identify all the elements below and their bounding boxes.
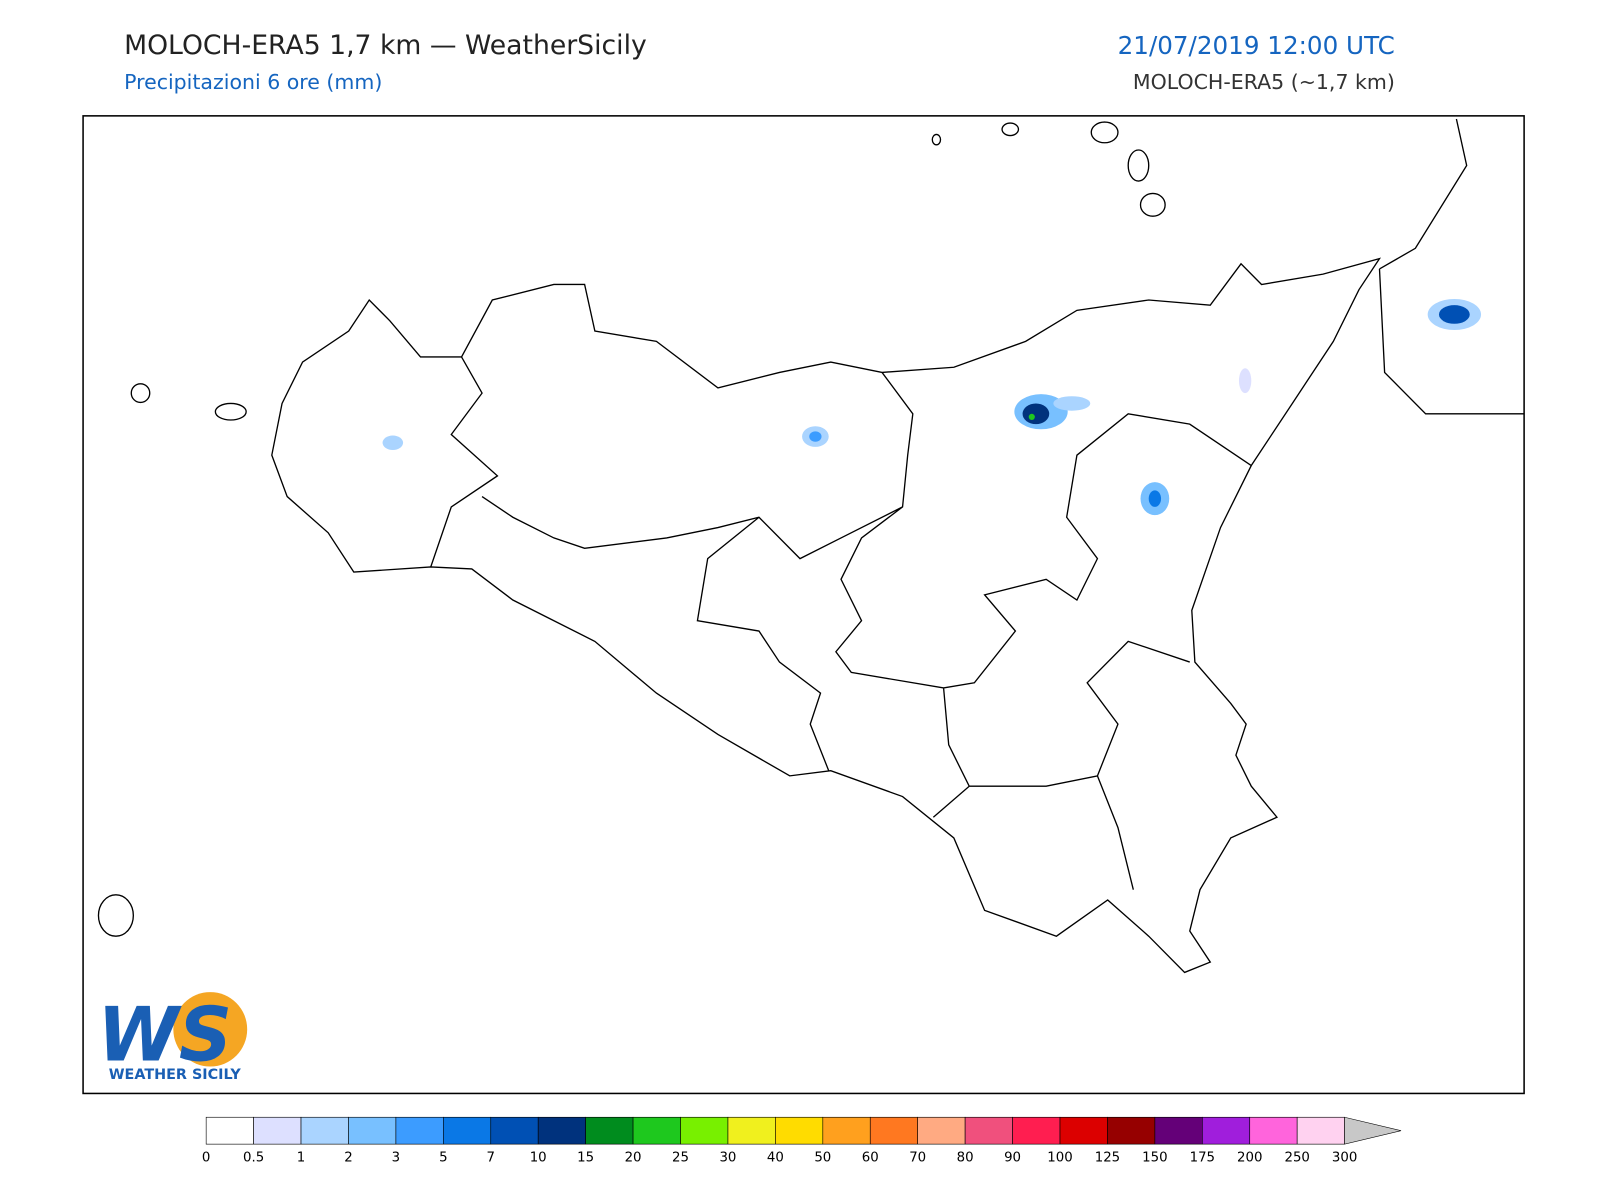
colorbar-segment xyxy=(1201,1116,1251,1145)
colorbar-segment xyxy=(632,1116,681,1145)
colorbar-tick-label: 80 xyxy=(957,1151,974,1166)
colorbar-segment xyxy=(869,1116,918,1145)
colorbar-tick-label: 90 xyxy=(1004,1151,1021,1166)
colorbar-tick-label: 70 xyxy=(909,1151,926,1166)
title: MOLOCH-ERA5 1,7 km — WeatherSicily xyxy=(124,30,647,61)
colorbar-tick-label: 250 xyxy=(1284,1151,1309,1166)
colorbar-tick-label: 25 xyxy=(672,1151,689,1166)
colorbar-tick-label: 40 xyxy=(767,1151,784,1166)
colorbar-extend xyxy=(1344,1116,1402,1145)
colorbar-tick-label: 20 xyxy=(625,1151,642,1166)
colorbar-segment xyxy=(205,1116,254,1145)
colorbar-segment xyxy=(822,1116,871,1145)
colorbar-tick-label: 175 xyxy=(1190,1151,1215,1166)
colorbar-tick-label: 15 xyxy=(577,1151,594,1166)
colorbar-segment xyxy=(300,1116,349,1145)
subtitle: Precipitazioni 6 ore (mm) xyxy=(124,70,382,94)
colorbar-segment xyxy=(964,1116,1013,1145)
colorbar-tick-label: 5 xyxy=(439,1151,447,1166)
colorbar-tick-label: 150 xyxy=(1142,1151,1167,1166)
colorbar-tick-label: 0 xyxy=(202,1151,210,1166)
map-frame xyxy=(82,115,1525,1095)
colorbar-segment xyxy=(775,1116,824,1145)
colorbar-segment xyxy=(917,1116,966,1145)
precipitation-areas xyxy=(382,298,1482,516)
colorbar-segment xyxy=(1154,1116,1203,1145)
colorbar-segment xyxy=(1296,1116,1345,1145)
model: MOLOCH-ERA5 (~1,7 km) xyxy=(1133,70,1395,94)
colorbar-segment xyxy=(537,1116,586,1145)
logo: WS WEATHER SICILY xyxy=(97,992,248,1083)
colorbar-tick-label: 200 xyxy=(1237,1151,1262,1166)
colorbar-segment xyxy=(1059,1116,1108,1145)
colorbar-tick-label: 30 xyxy=(719,1151,736,1166)
colorbar-tick-label: 60 xyxy=(862,1151,879,1166)
colorbar-segment xyxy=(395,1116,444,1145)
colorbar-tick-label: 10 xyxy=(530,1151,547,1166)
colorbar-segment xyxy=(680,1116,729,1145)
colorbar-segment xyxy=(443,1116,492,1145)
colorbar-tick-label: 300 xyxy=(1332,1151,1357,1166)
colorbar-tick-label: 50 xyxy=(814,1151,831,1166)
coastlines xyxy=(97,118,1525,974)
colorbar: 0 0.5 1 2 3 5 7 10 15 20 25 30 40 50 60 70 80 90 100 125 150… xyxy=(202,1116,1402,1166)
date: 21/07/2019 12:00 UTC xyxy=(1118,31,1395,60)
logo-text: WEATHER SICILY xyxy=(109,1067,242,1083)
colorbar-segment xyxy=(490,1116,539,1145)
colorbar-tick-label: 0.5 xyxy=(243,1151,264,1166)
colorbar-tick-label: 1 xyxy=(297,1151,305,1166)
colorbar-segment xyxy=(348,1116,397,1145)
colorbar-segment xyxy=(1249,1116,1298,1145)
colorbar-tick-label: 7 xyxy=(487,1151,495,1166)
colorbar-tick-label: 100 xyxy=(1047,1151,1072,1166)
colorbar-tick-label: 3 xyxy=(392,1151,400,1166)
colorbar-segment xyxy=(253,1116,302,1145)
colorbar-segment xyxy=(1012,1116,1061,1145)
colorbar-segment xyxy=(727,1116,776,1145)
colorbar-tick-label: 125 xyxy=(1095,1151,1120,1166)
colorbar-segment xyxy=(1107,1116,1156,1145)
colorbar-tick-label: 2 xyxy=(344,1151,352,1166)
logo-letters: WS xyxy=(97,992,232,1078)
colorbar-segment xyxy=(585,1116,634,1145)
